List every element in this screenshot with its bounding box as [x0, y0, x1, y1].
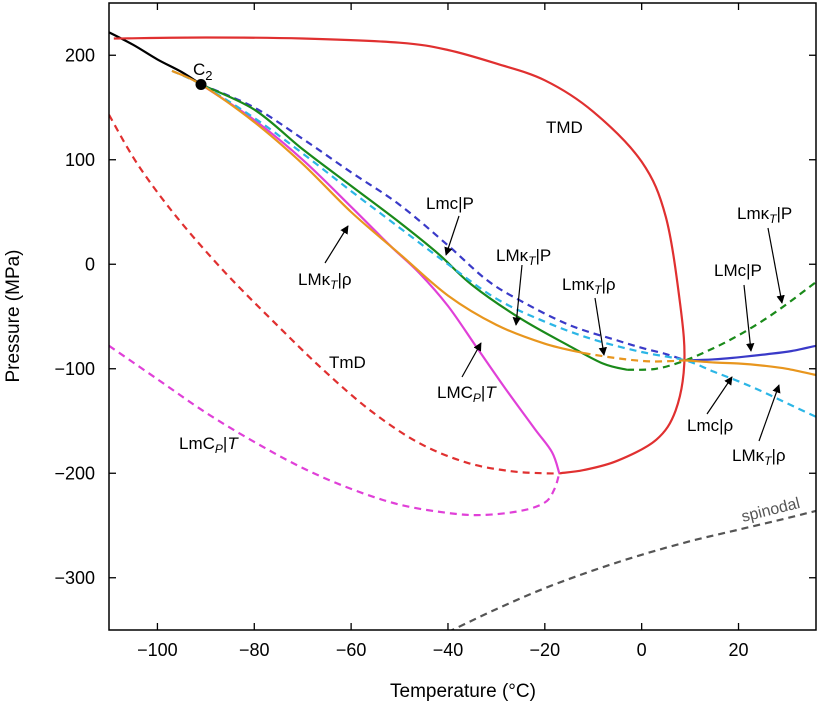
annotation-lmcp-t-upper: LMCP|T [437, 383, 497, 405]
arrow-lmkappa-p-right [767, 227, 785, 304]
series-curve-4 [109, 344, 561, 517]
series-curve-5 [200, 83, 686, 362]
annotation-lmcp-t: LmCP|T [179, 434, 239, 456]
x-tick-label: −40 [433, 640, 464, 660]
annotation-lmkappa-rho-left: LMκT|ρ [298, 270, 352, 292]
annotation-arrows [324, 215, 785, 442]
x-axis-title: Temperature (°C) [390, 681, 536, 702]
x-tick-label: 0 [637, 640, 647, 660]
y-tick-label: −200 [54, 463, 95, 483]
y-axis-title: Pressure (MPa) [3, 249, 24, 382]
annotation-lmc-rho: Lmc|ρ [687, 416, 733, 435]
data-curves [109, 31, 816, 630]
annotation-lmkappa-p-right: LmκT|P [737, 204, 792, 226]
y-tick-label: 100 [65, 150, 95, 170]
arrow-lmc-p [444, 215, 460, 256]
arrow-lmc-rho [706, 376, 733, 415]
series-curve-11 [583, 352, 686, 363]
x-tick-label: −20 [530, 640, 561, 660]
annotation-lmkappa-rho-right: LMκT|ρ [732, 446, 786, 468]
c2-point [195, 79, 207, 91]
y-tick-label: −100 [54, 359, 95, 379]
series-curve-8 [627, 281, 816, 371]
series-curve-1 [113, 36, 686, 475]
series-curve-9 [171, 69, 816, 418]
annotation-lmc-p-right: LMc|P [714, 261, 762, 280]
annotation-tmd-lower: TmD [329, 353, 366, 372]
x-tick-label: 20 [729, 640, 749, 660]
y-tick-label: 200 [65, 45, 95, 65]
arrow-lmkappa-p [512, 264, 523, 326]
arrow-lmcp-t-upper [461, 342, 482, 378]
series-curve-3 [200, 83, 561, 474]
series-curve-2 [109, 114, 560, 475]
annotation-tmd: TMD [546, 118, 583, 137]
series-curve-12 [685, 359, 816, 377]
series-curve-0 [109, 31, 202, 86]
arrow-lmc-p-right [743, 284, 755, 352]
series-curve-10 [171, 69, 584, 355]
x-tick-label: −100 [137, 640, 178, 660]
series-curve-6 [685, 344, 816, 362]
annotation-lmkappa-rho-mid: LmκT|ρ [562, 275, 616, 297]
arrow-lmkappa-rho-right [758, 384, 781, 442]
y-tick-label: 0 [85, 254, 95, 274]
plot-frame [108, 2, 817, 631]
x-tick-label: −80 [239, 640, 270, 660]
annotation-lmkappa-p: LMκT|P [496, 246, 551, 268]
arrow-lmkappa-rho-left [324, 225, 349, 264]
annotation-lmc-p-mid: Lmc|P [426, 194, 474, 213]
y-tick-label: −300 [54, 568, 95, 588]
x-tick-label: −60 [336, 640, 367, 660]
series-curve-13 [449, 509, 816, 630]
arrow-lmkappa-rho-mid [594, 297, 607, 356]
